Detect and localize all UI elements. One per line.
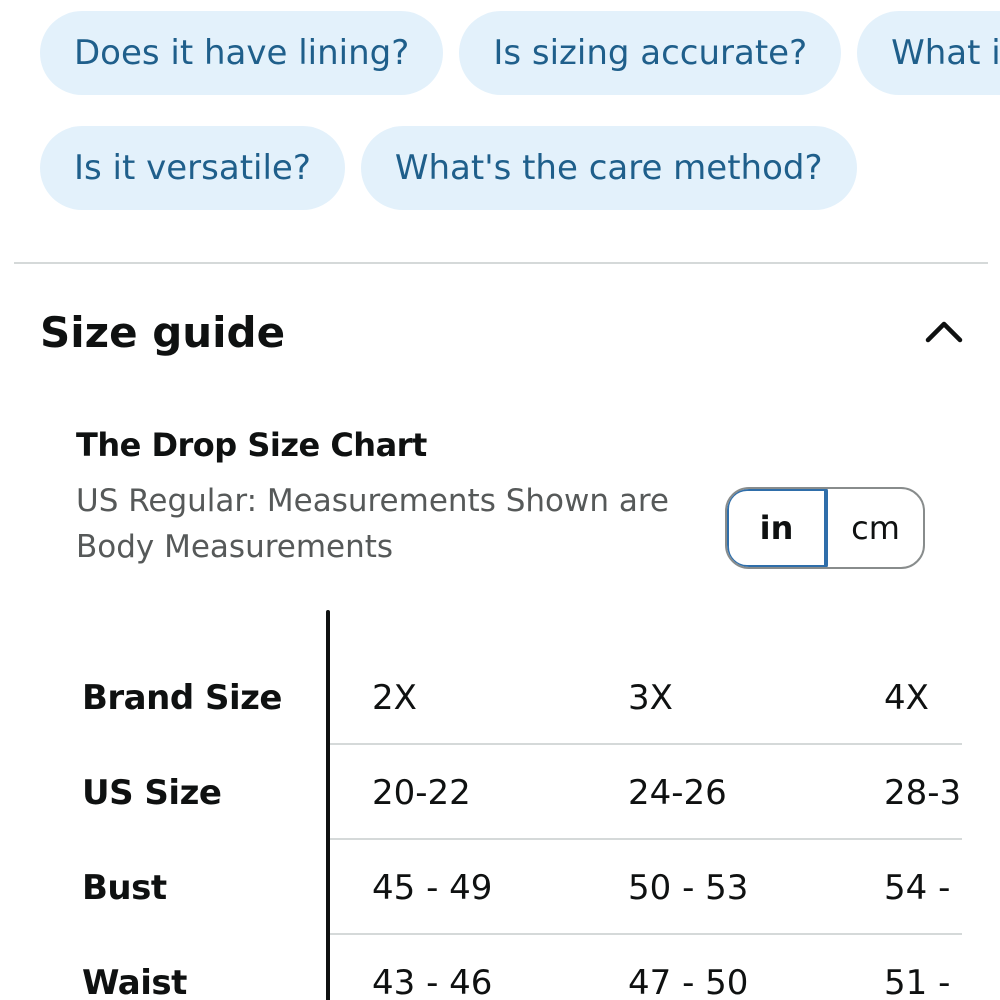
table-cell: 24-26 (628, 773, 727, 813)
question-chip-versatile[interactable]: Is it versatile? (40, 126, 345, 210)
chevron-up-icon (925, 321, 963, 343)
size-chart-subtitle: US Regular: Measurements Shown are Body … (76, 478, 696, 570)
table-row-brand-size: Brand Size 2X 3X 4X (0, 650, 962, 744)
table-row-us-size: US Size 20-22 24-26 28-3 (0, 745, 962, 839)
question-chip-care-method[interactable]: What's the care method? (360, 126, 857, 210)
size-guide-collapse-button[interactable] (916, 308, 972, 358)
row-divider (330, 838, 962, 840)
question-chips-row-2: Is it versatile? What's the care method? (40, 126, 857, 210)
table-cell: 54 - (884, 868, 951, 908)
table-cell: 43 - 46 (372, 963, 493, 1000)
question-chip-lining[interactable]: Does it have lining? (40, 11, 444, 95)
size-chart-subtitle-line-2: Body Measurements (76, 529, 394, 565)
table-cell: 51 - 5 (884, 963, 962, 1000)
table-cell: 20-22 (372, 773, 471, 813)
size-chart-subtitle-line-1: US Regular: Measurements Shown are (76, 483, 669, 519)
row-divider (330, 743, 962, 745)
table-cell: 45 - 49 (372, 868, 493, 908)
row-label: Waist (82, 963, 187, 1000)
table-cell: 47 - 50 (628, 963, 749, 1000)
size-chart-title: The Drop Size Chart (76, 426, 427, 464)
table-cell: 4X (884, 678, 929, 718)
table-cell: 50 - 53 (628, 868, 749, 908)
question-chip-sizing[interactable]: Is sizing accurate? (459, 11, 842, 95)
row-label: Bust (82, 868, 167, 908)
row-label: US Size (82, 773, 222, 813)
unit-option-cm[interactable]: cm (851, 509, 900, 547)
unit-option-in[interactable]: in (727, 489, 828, 567)
table-row-waist: Waist 43 - 46 47 - 50 51 - 5 (0, 935, 962, 1000)
table-row-bust: Bust 45 - 49 50 - 53 54 - (0, 840, 962, 934)
section-divider (14, 262, 988, 264)
table-cell: 2X (372, 678, 417, 718)
table-cell: 28-3 (884, 773, 962, 813)
size-guide-title: Size guide (40, 308, 286, 357)
question-chip-what-is[interactable]: What is (857, 11, 1000, 95)
sticky-column-divider (326, 610, 330, 1000)
size-table: Brand Size 2X 3X 4X US Size 20-22 24-26 … (0, 610, 1000, 1000)
table-cell: 3X (628, 678, 673, 718)
row-divider (330, 933, 962, 935)
size-table-viewport: Brand Size 2X 3X 4X US Size 20-22 24-26 … (0, 610, 962, 1000)
question-chips-row-1: Does it have lining? Is sizing accurate?… (40, 11, 1000, 95)
unit-toggle: in cm (725, 487, 925, 569)
row-label: Brand Size (82, 678, 283, 718)
